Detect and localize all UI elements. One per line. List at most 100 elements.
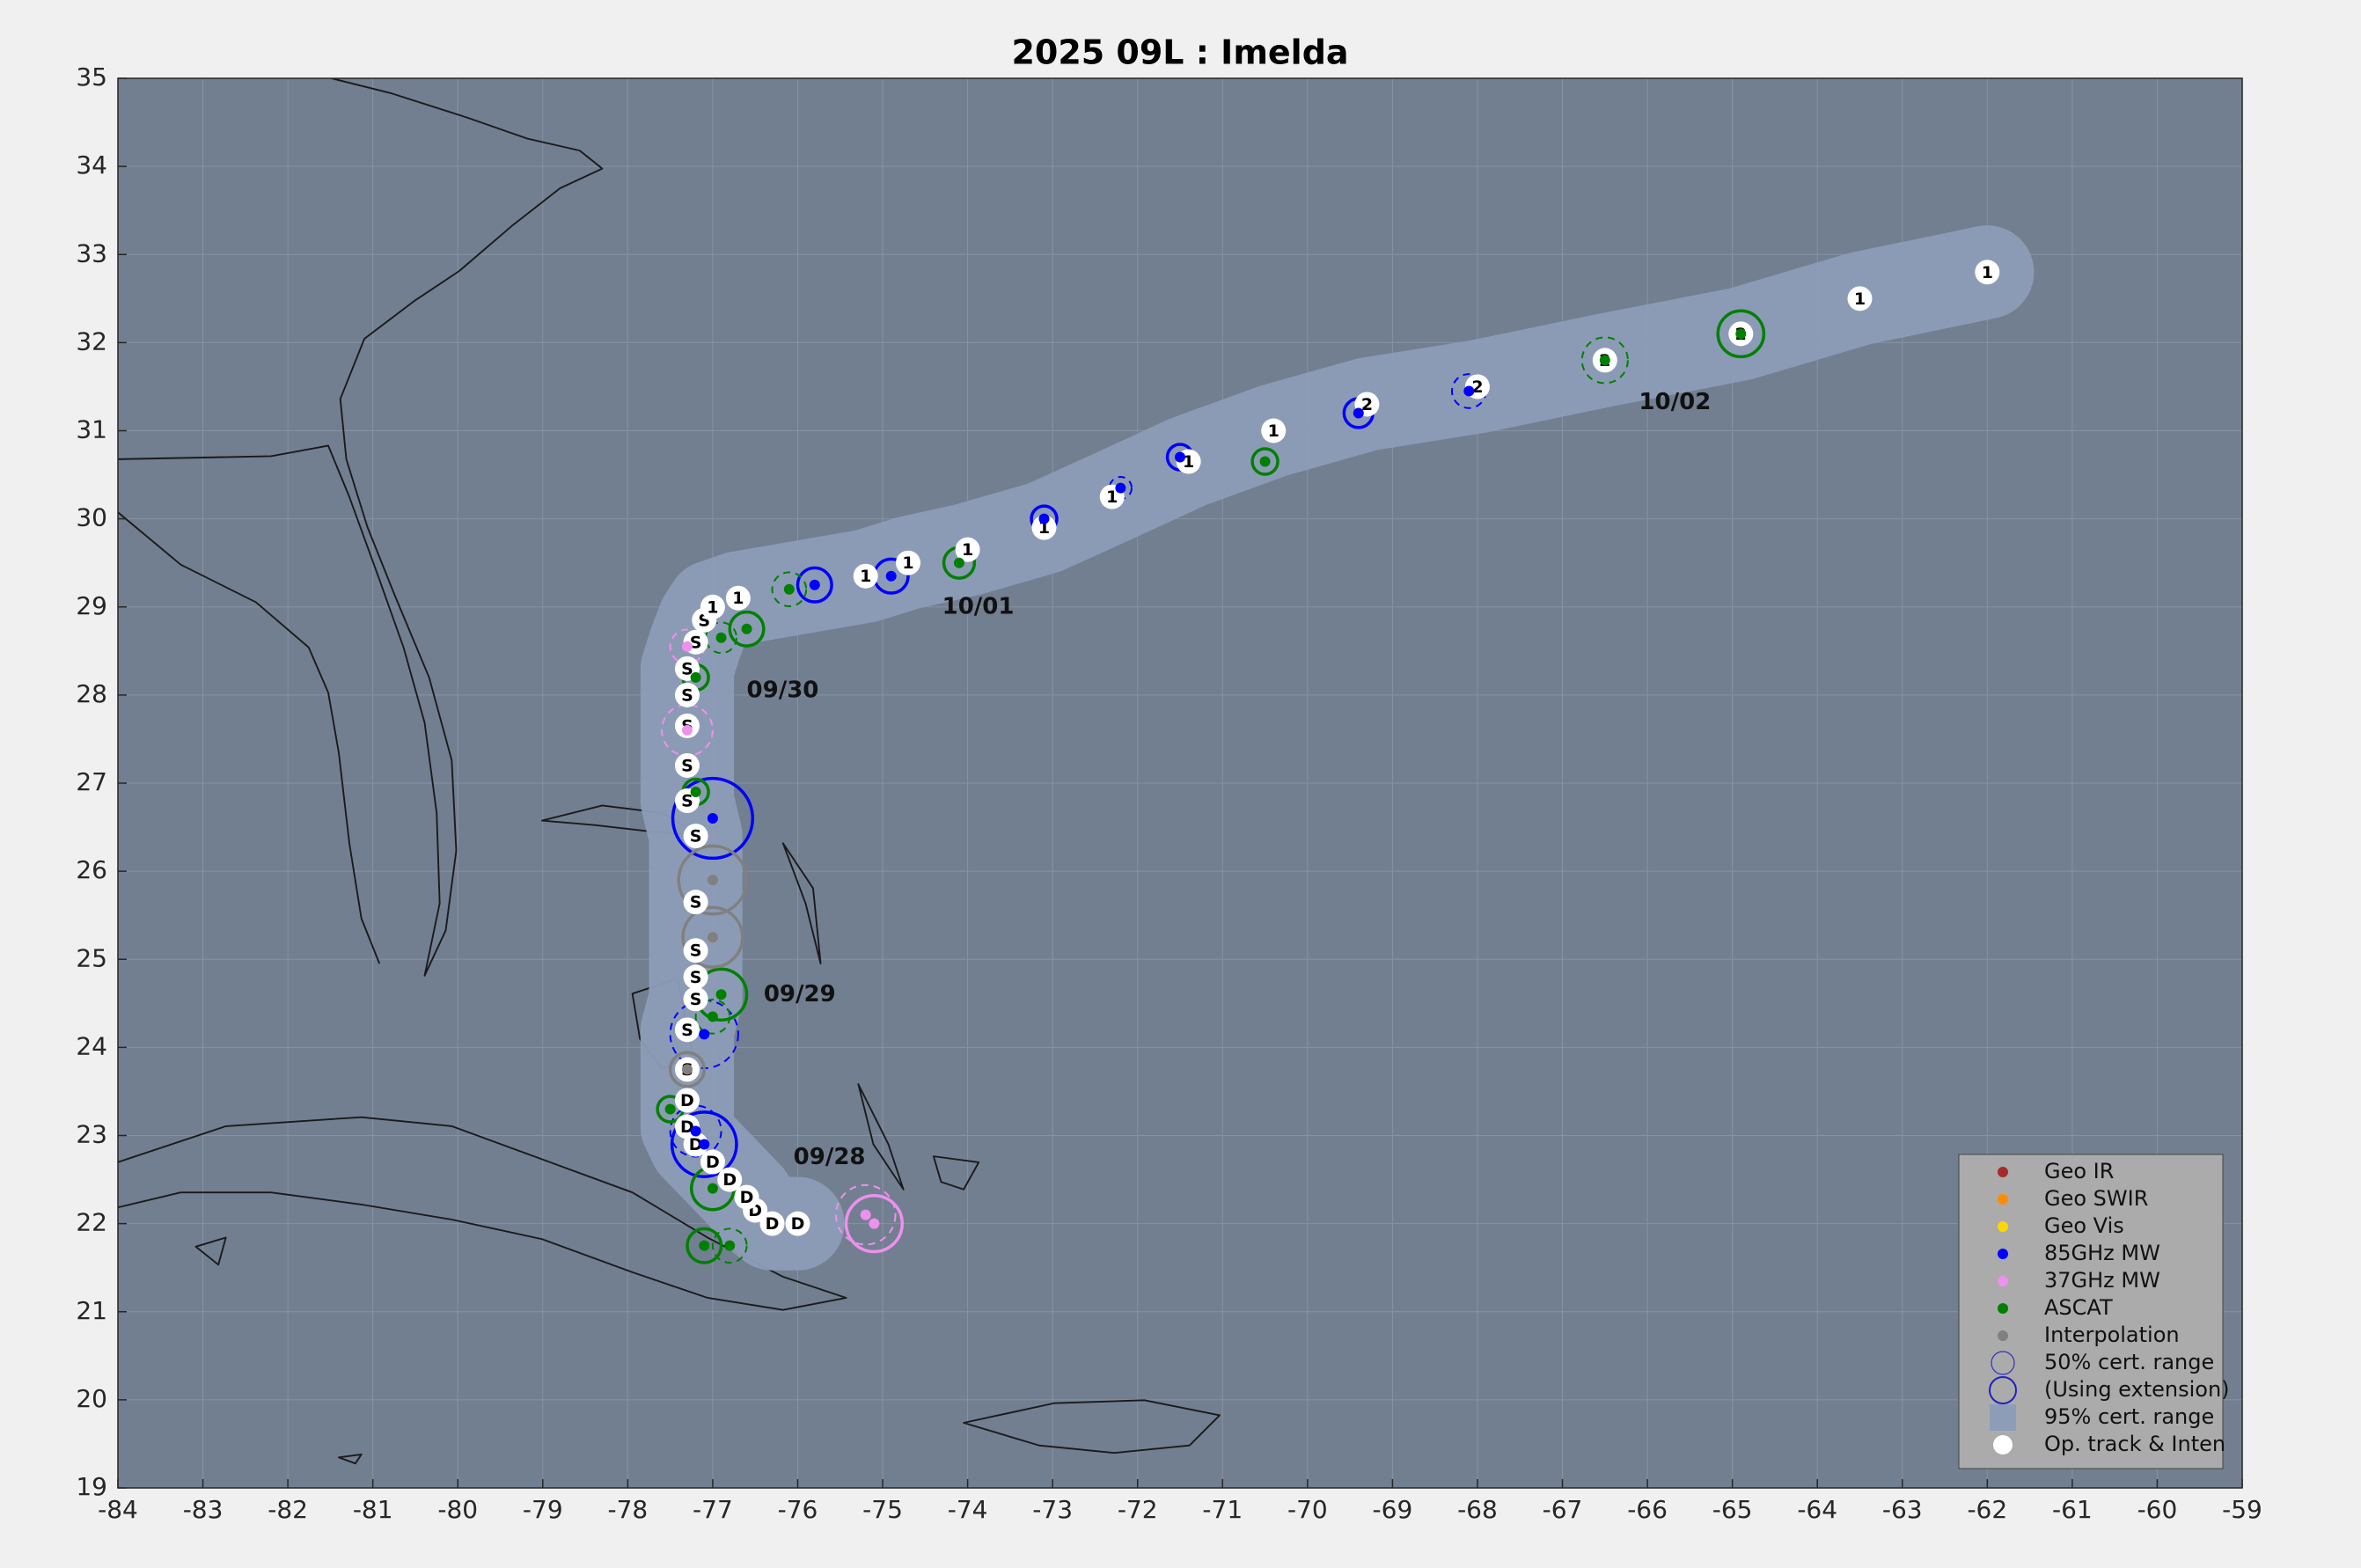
y-tick-label: 20 <box>76 1384 107 1413</box>
x-tick-label: -76 <box>778 1495 818 1524</box>
x-tick-label: -67 <box>1543 1495 1583 1524</box>
track-label: 1 <box>1183 452 1194 472</box>
track-label: S <box>690 968 702 987</box>
legend-label: Interpolation <box>2044 1323 2180 1347</box>
fix-point <box>783 583 795 595</box>
y-tick-label: 32 <box>76 326 107 355</box>
fix-point <box>724 1240 736 1251</box>
track-label: D <box>722 1170 737 1190</box>
legend-marker <box>1998 1194 2008 1205</box>
cert-range <box>834 1183 897 1246</box>
legend-marker <box>1998 1330 2008 1341</box>
track-label: D <box>706 1153 720 1172</box>
track-label: D <box>791 1214 805 1234</box>
chart-title: 2025 09L : Imelda <box>1011 33 1348 72</box>
x-tick-label: -71 <box>1202 1495 1243 1524</box>
fix-point <box>869 1218 880 1229</box>
date-label: 09/30 <box>747 677 819 703</box>
track-point <box>674 752 700 778</box>
x-tick-label: -82 <box>268 1495 308 1524</box>
x-tick-label: -65 <box>1712 1495 1753 1524</box>
x-tick-label: -61 <box>2052 1495 2093 1524</box>
track-label: S <box>690 893 702 912</box>
coastline <box>781 842 822 965</box>
x-tick-label: -73 <box>1032 1495 1073 1524</box>
cert-range <box>771 571 808 608</box>
track-point <box>683 890 708 915</box>
cert-range <box>1716 309 1766 359</box>
cert-range <box>670 1110 738 1178</box>
cert-range <box>677 844 749 916</box>
fix-point <box>1353 407 1364 419</box>
y-tick-label: 22 <box>76 1208 107 1237</box>
track-label: S <box>690 942 702 961</box>
fix-point <box>707 1011 718 1022</box>
track-label: D <box>689 1135 703 1154</box>
x-tick-label: -78 <box>607 1495 648 1524</box>
track-label: 1 <box>902 553 913 573</box>
fix-point <box>681 724 693 736</box>
track-point <box>955 537 980 562</box>
y-tick-label: 25 <box>76 943 107 972</box>
track-label: 2 <box>1361 395 1373 414</box>
fix-point <box>699 1029 710 1040</box>
legend-marker <box>1990 1404 2016 1431</box>
track-point <box>683 964 708 990</box>
fix-point <box>707 932 718 943</box>
coastline <box>338 1453 363 1465</box>
fix-point <box>699 1240 710 1251</box>
legend-label: Geo Vis <box>2044 1213 2124 1238</box>
fix-point <box>1463 385 1475 397</box>
track-label: S <box>690 990 702 1009</box>
fix-point <box>690 787 701 798</box>
axes: -84 -83 -82 -81 -80 -79 -78 -77 -76 -75 -74 -73 -72 -… <box>76 62 2262 1524</box>
track-point <box>1261 418 1287 443</box>
x-tick-label: -77 <box>693 1495 733 1524</box>
y-tick-label: 26 <box>76 855 107 884</box>
track-point <box>785 1211 810 1236</box>
cert-range <box>668 1051 707 1088</box>
track-label: S <box>681 659 693 678</box>
track-label: 1 <box>707 597 718 617</box>
track-label: 1 <box>732 589 744 608</box>
legend-marker <box>1998 1249 2008 1259</box>
track-label: 1 <box>860 567 871 586</box>
legend-marker <box>1993 1435 2013 1454</box>
track-label: S <box>690 633 702 652</box>
coastline <box>118 511 381 964</box>
coastline <box>194 1236 227 1266</box>
cert-range <box>686 1227 723 1264</box>
grid <box>117 77 2243 1489</box>
x-tick-label: -64 <box>1797 1495 1837 1524</box>
fix-point <box>1115 482 1126 494</box>
legend-label: Op. track & Inten <box>2044 1432 2225 1456</box>
y-tick-label: 35 <box>76 62 107 92</box>
y-tick-label: 24 <box>76 1031 107 1060</box>
track-label: S <box>681 685 693 705</box>
track-label: D <box>740 1188 754 1207</box>
x-tick-label: -72 <box>1118 1495 1158 1524</box>
x-tick-label: -83 <box>183 1495 224 1524</box>
legend-label: 95% cert. range <box>2044 1404 2214 1429</box>
x-tick-label: -63 <box>1882 1495 1923 1524</box>
fix-point <box>707 875 718 886</box>
track-point <box>683 986 708 1012</box>
legend-marker <box>1991 1351 2015 1375</box>
track-label: 1 <box>1038 518 1050 538</box>
coastline <box>118 78 604 977</box>
cert-range <box>705 621 737 655</box>
fix-point <box>707 1183 718 1194</box>
track-label: 1 <box>962 540 973 560</box>
fix-dots <box>664 328 1747 1251</box>
y-tick-label: 23 <box>76 1120 107 1149</box>
cert-range <box>844 1194 904 1254</box>
fix-point <box>1038 513 1050 524</box>
fix-point <box>1735 328 1747 340</box>
x-tick-label: -66 <box>1627 1495 1668 1524</box>
fix-point <box>690 671 701 683</box>
track-point <box>674 1088 700 1113</box>
track-label: S <box>690 827 702 846</box>
